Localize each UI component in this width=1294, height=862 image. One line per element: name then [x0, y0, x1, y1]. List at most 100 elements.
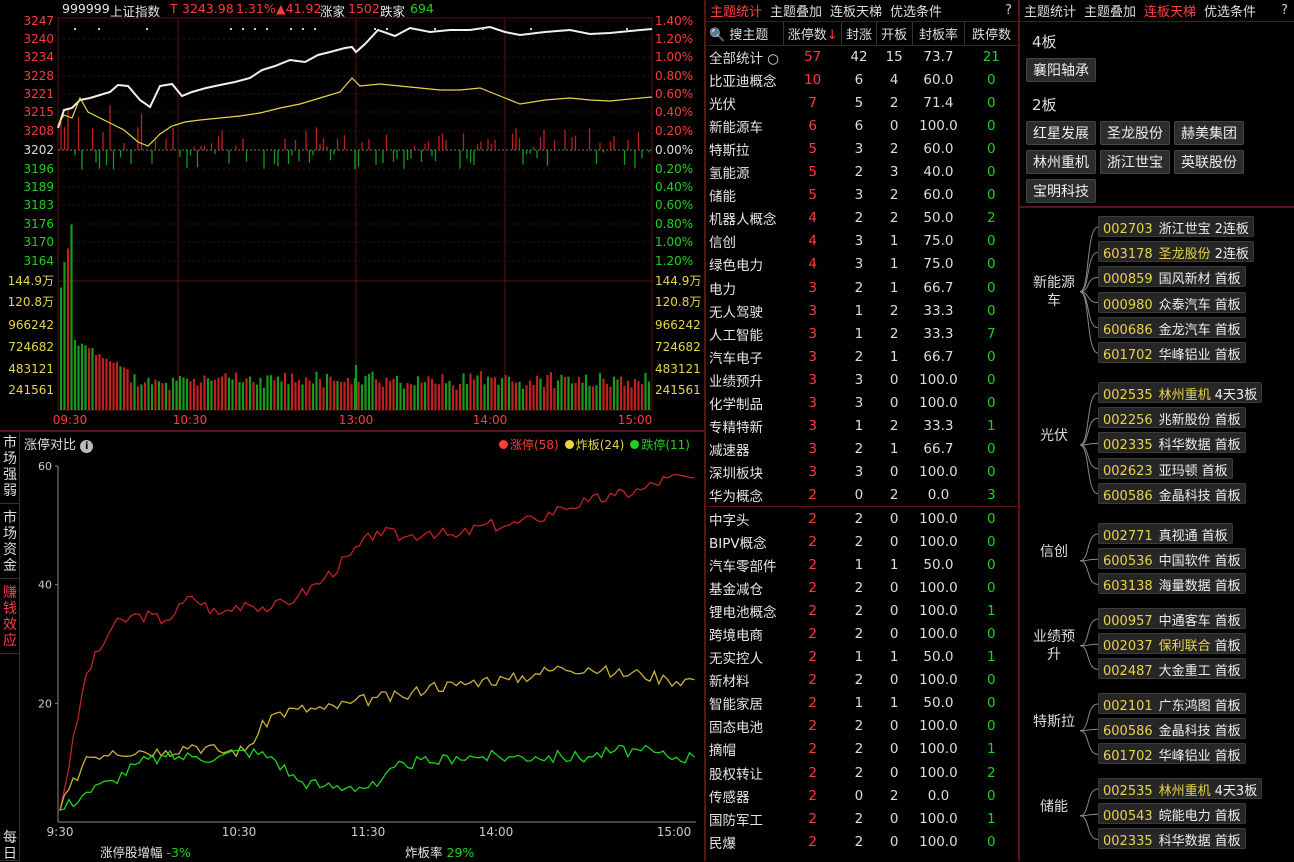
tab-2[interactable]: 连板天梯 [830, 5, 883, 20]
theme-cell: 2 [854, 510, 864, 527]
tab-3[interactable]: 优选条件 [890, 5, 943, 20]
tab-0[interactable]: 主题统计 [710, 5, 763, 20]
stock-badge[interactable]: 002623 亚玛顿 首板 [1098, 457, 1233, 479]
side-tab-1[interactable]: 市场资金 [0, 507, 20, 579]
search-theme[interactable]: 🔍 搜主题 [706, 22, 784, 46]
col-sealed[interactable]: 封涨 [841, 22, 877, 46]
table-row[interactable]: 比亚迪概念 10 6 4 60.0 0 [706, 68, 1018, 91]
table-row[interactable]: 华为概念 2 0 2 0.0 3 [706, 484, 1018, 507]
stock-chip[interactable]: 宝明科技 [1026, 179, 1096, 203]
stock-chip[interactable]: 浙江世宝 [1100, 150, 1170, 174]
table-row[interactable]: 汽车电子 3 2 1 66.7 0 [706, 345, 1018, 368]
table-row[interactable]: 民爆 2 2 0 100.0 0 [706, 830, 1018, 853]
help-icon[interactable]: ? [1005, 3, 1012, 18]
table-row[interactable]: 固态电池 2 2 0 100.0 0 [706, 715, 1018, 738]
table-row[interactable]: 基金减仓 2 2 0 100.0 0 [706, 576, 1018, 599]
table-row[interactable]: 锂电池概念 2 2 0 100.0 1 [706, 599, 1018, 622]
stock-chip[interactable]: 英联股份 [1174, 150, 1244, 174]
stock-badge[interactable]: 000957 中通客车 首板 [1098, 608, 1246, 629]
stock-chip[interactable]: 圣龙股份 [1100, 121, 1170, 145]
theme-cell: 33.3 [923, 418, 954, 435]
side-tab-3[interactable]: 每日 [0, 827, 20, 862]
stock-chip[interactable]: 红星发展 [1026, 121, 1096, 145]
stock-badge[interactable]: 002535 林州重机 4天3板 [1098, 778, 1263, 799]
stock-badge[interactable]: 002335 科华数据 首板 [1098, 432, 1246, 454]
stock-badge[interactable]: 002256 兆新股份 首板 [1098, 407, 1246, 429]
theme-name: 华为概念 [709, 489, 763, 506]
table-row[interactable]: 机器人概念 4 2 2 50.0 2 [706, 207, 1018, 230]
stock-badge[interactable]: 600536 中国软件 首板 [1098, 548, 1246, 570]
table-row[interactable]: 减速器 3 2 1 66.7 0 [706, 438, 1018, 461]
stock-badge[interactable]: 601702 华峰铝业 首板 [1098, 342, 1246, 363]
table-row[interactable]: 中字头 2 2 0 100.0 0 [706, 506, 1018, 530]
stock-badge[interactable]: 002037 保利联合 首板 [1098, 633, 1246, 655]
table-row[interactable]: 传感器 2 0 2 0.0 0 [706, 784, 1018, 807]
stock-badge[interactable]: 600586 金晶科技 首板 [1098, 718, 1246, 740]
table-row[interactable]: BIPV概念 2 2 0 100.0 0 [706, 530, 1018, 553]
table-row[interactable]: 无人驾驶 3 1 2 33.3 0 [706, 299, 1018, 322]
stock-badge[interactable]: 002535 林州重机 4天3板 [1098, 382, 1263, 403]
stock-badge[interactable]: 002771 真视通 首板 [1098, 523, 1233, 544]
tab-2[interactable]: 连板天梯 [1144, 5, 1197, 20]
table-row[interactable]: 深圳板块 3 3 0 100.0 0 [706, 461, 1018, 484]
stock-badge[interactable]: 002335 科华数据 首板 [1098, 828, 1246, 850]
table-row[interactable]: 新能源车 6 6 0 100.0 0 [706, 114, 1018, 137]
table-row[interactable]: 人工智能 3 1 2 33.3 7 [706, 322, 1018, 345]
col-opened[interactable]: 开板 [876, 22, 913, 46]
tab-0[interactable]: 主题统计 [1024, 5, 1077, 20]
tab-1[interactable]: 主题叠加 [1084, 5, 1137, 20]
tab-1[interactable]: 主题叠加 [770, 5, 823, 20]
limit-compare-chart[interactable]: 60 40 20 9:30 10:30 11:30 14:00 15:00 [20, 452, 704, 842]
stock-badge[interactable]: 601702 华峰铝业 首板 [1098, 743, 1246, 765]
side-tab-2[interactable]: 赚钱效应 [0, 582, 20, 654]
stock-badge[interactable]: 600586 金晶科技 首板 [1098, 482, 1246, 504]
col-limit-down[interactable]: 跌停数 [964, 22, 1018, 46]
stock-badge[interactable]: 603138 海量数据 首板 [1098, 573, 1246, 595]
theme-name: 传感器 [709, 789, 750, 806]
stock-chip[interactable]: 赫美集团 [1174, 121, 1244, 145]
table-row[interactable]: 摘帽 2 2 0 100.0 1 [706, 738, 1018, 761]
table-row[interactable]: 跨境电商 2 2 0 100.0 0 [706, 622, 1018, 645]
stock-badge[interactable]: 002101 广东鸿图 首板 [1098, 693, 1246, 714]
side-tab-0[interactable]: 市场强弱 [0, 432, 20, 504]
table-row[interactable]: 智能家居 2 1 1 50.0 0 [706, 692, 1018, 715]
table-row[interactable]: 汽车零部件 2 1 1 50.0 0 [706, 553, 1018, 576]
stock-badge[interactable]: 000859 国风新材 首板 [1098, 266, 1246, 288]
refresh-icon[interactable]: ○ [763, 50, 780, 67]
table-row[interactable]: 无实控人 2 1 1 50.0 1 [706, 646, 1018, 669]
stock-badge[interactable]: 603178 圣龙股份 2连板 [1098, 241, 1254, 263]
series-point [666, 477, 669, 479]
help-icon[interactable]: ? [1281, 3, 1288, 18]
table-row-total[interactable]: 全部统计 ○ 57 42 15 73.7 21 [706, 45, 1018, 68]
table-row[interactable]: 光伏 7 5 2 71.4 0 [706, 91, 1018, 114]
theme-cell: 0 [987, 718, 996, 735]
table-row[interactable]: 股权转让 2 2 0 100.0 2 [706, 761, 1018, 784]
table-row[interactable]: 新材料 2 2 0 100.0 0 [706, 669, 1018, 692]
info-icon[interactable]: i [80, 440, 94, 453]
table-row[interactable]: 信创 4 3 1 75.0 0 [706, 230, 1018, 253]
stock-badge[interactable]: 002487 大金重工 首板 [1098, 658, 1246, 680]
stock-chip[interactable]: 林州重机 [1026, 150, 1096, 174]
col-seal-rate[interactable]: 封板率 [912, 22, 966, 46]
table-row[interactable]: 业绩预升 3 3 0 100.0 0 [706, 368, 1018, 391]
tab-3[interactable]: 优选条件 [1204, 5, 1257, 20]
series-point [165, 619, 167, 621]
table-row[interactable]: 氢能源 5 2 3 40.0 0 [706, 161, 1018, 184]
index-chart[interactable]: 3247 3240 3234 3228 3221 3215 3208 3202 3196 3189… [0, 0, 704, 430]
stock-badge[interactable]: 000980 众泰汽车 首板 [1098, 291, 1246, 313]
col-limit-up[interactable]: 涨停数↓ [783, 22, 843, 46]
table-row[interactable]: 电力 3 2 1 66.7 0 [706, 276, 1018, 299]
table-row[interactable]: 专精特新 3 1 2 33.3 1 [706, 415, 1018, 438]
group-name: 储能 [1040, 798, 1068, 815]
stock-badge[interactable]: 600686 金龙汽车 首板 [1098, 316, 1246, 338]
stock-badge[interactable]: 002703 浙江世宝 2连板 [1098, 216, 1254, 237]
table-row[interactable]: 绿色电力 4 3 1 75.0 0 [706, 253, 1018, 276]
table-row[interactable]: 国防军工 2 2 0 100.0 1 [706, 807, 1018, 830]
table-row[interactable]: 储能 5 3 2 60.0 0 [706, 184, 1018, 207]
theme-cell: 0 [854, 787, 864, 804]
stock-badge[interactable]: 000543 皖能电力 首板 [1098, 803, 1246, 825]
table-row[interactable]: 特斯拉 5 3 2 60.0 0 [706, 137, 1018, 160]
stock-chip[interactable]: 襄阳轴承 [1026, 58, 1096, 82]
board-count: 首板 [1214, 834, 1241, 850]
table-row[interactable]: 化学制品 3 3 0 100.0 0 [706, 392, 1018, 415]
